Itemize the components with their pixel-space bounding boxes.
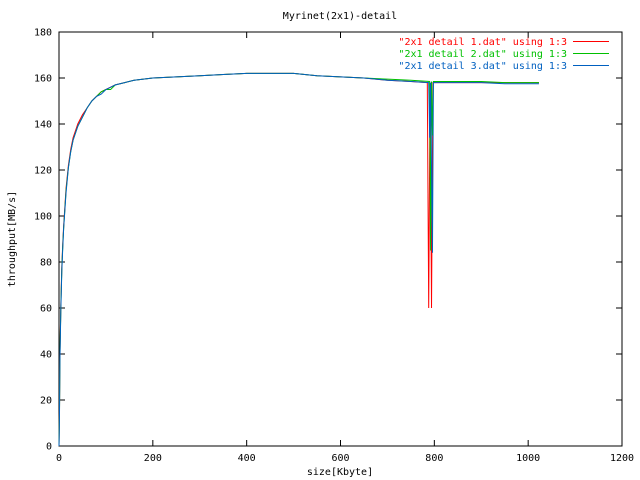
- x-tick-label: 1200: [610, 453, 634, 464]
- series-line-3: [58, 72, 539, 447]
- series-line-2: [58, 72, 539, 447]
- x-tick-label: 200: [144, 453, 162, 464]
- legend-label-2: "2x1 detail 2.dat" using 1:3: [398, 49, 567, 60]
- x-tick-label: 0: [56, 453, 62, 464]
- x-tick-label: 600: [331, 453, 349, 464]
- y-tick-label: 180: [34, 28, 52, 39]
- y-tick-label: 140: [34, 120, 52, 131]
- x-tick-label: 1000: [516, 453, 540, 464]
- y-tick-label: 60: [40, 304, 52, 315]
- y-tick-label: 80: [40, 258, 52, 269]
- axis-ticks: 0 20 40 60 80 100 120 140 160 180 0 200 400 600 800 100…: [34, 28, 634, 465]
- legend-label-1: "2x1 detail 1.dat" using 1:3: [398, 37, 567, 48]
- legend: "2x1 detail 1.dat" using 1:3"2x1 detail …: [398, 37, 609, 72]
- legend-label-3: "2x1 detail 3.dat" using 1:3: [398, 61, 567, 72]
- series-line-1: [58, 72, 539, 447]
- plot-frame: [58, 31, 623, 447]
- series-layer: [58, 72, 539, 447]
- y-tick-label: 40: [40, 350, 52, 361]
- y-tick-label: 120: [34, 166, 52, 177]
- y-axis-label: throughput[MB/s]: [7, 191, 18, 287]
- x-tick-label: 400: [238, 453, 256, 464]
- y-tick-label: 100: [34, 212, 52, 223]
- chart-title: Myrinet(2x1)-detail: [283, 11, 397, 22]
- y-tick-label: 0: [46, 442, 52, 453]
- y-tick-label: 20: [40, 396, 52, 407]
- x-tick-label: 800: [425, 453, 443, 464]
- y-tick-label: 160: [34, 74, 52, 85]
- x-axis-label: size[Kbyte]: [307, 467, 373, 478]
